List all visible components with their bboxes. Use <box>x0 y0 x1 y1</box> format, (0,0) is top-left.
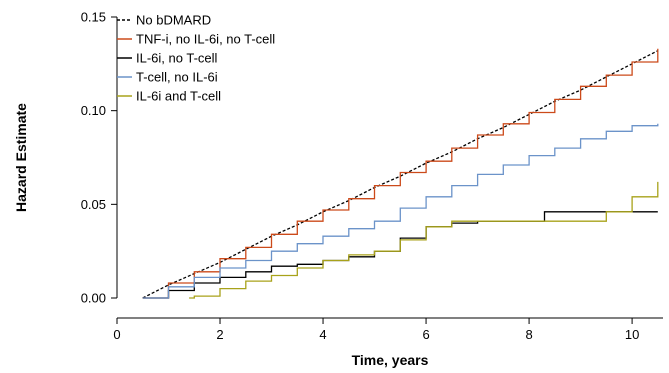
legend-label: IL-6i, no T-cell <box>136 51 218 66</box>
y-tick-label: 0.05 <box>81 197 106 212</box>
x-axis-ticks: 0 2 4 6 8 10 <box>113 318 639 342</box>
x-tick-label: 4 <box>319 327 326 342</box>
legend-label: T-cell, no IL-6i <box>136 70 218 85</box>
legend-label: TNF-i, no IL-6i, no T-cell <box>136 32 275 47</box>
axes: 0.00 0.05 0.10 0.15 0 2 4 6 8 10 <box>81 10 663 342</box>
x-tick-label: 10 <box>625 327 639 342</box>
y-axis-ticks: 0.00 0.05 0.10 0.15 <box>81 10 117 306</box>
legend-label: IL-6i and T-cell <box>136 89 221 104</box>
y-tick-label: 0.00 <box>81 291 106 306</box>
y-tick-label: 0.15 <box>81 10 106 25</box>
series-line-2 <box>142 48 659 299</box>
series-line-1 <box>142 50 659 299</box>
x-axis-title: Time, years <box>352 352 429 368</box>
y-tick-label: 0.10 <box>81 103 106 118</box>
series-line-3 <box>142 211 658 299</box>
series-lines <box>142 48 659 299</box>
x-tick-label: 2 <box>216 327 223 342</box>
series-line-5 <box>189 181 659 299</box>
legend: No bDMARD TNF-i, no IL-6i, no T-cell IL-6i… <box>117 13 275 104</box>
x-tick-label: 0 <box>113 327 120 342</box>
series-line-4 <box>142 123 659 299</box>
legend-label: No bDMARD <box>136 13 211 28</box>
x-tick-label: 6 <box>422 327 429 342</box>
x-tick-label: 8 <box>525 327 532 342</box>
y-axis-title: Hazard Estimate <box>13 103 29 212</box>
